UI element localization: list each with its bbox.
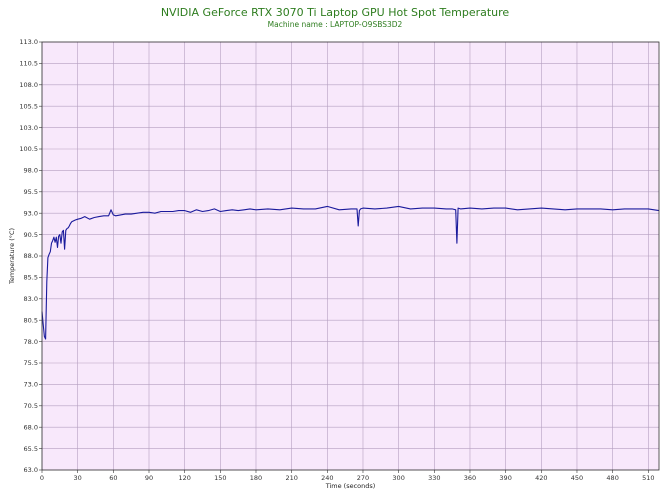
y-tick-label: 98.0 [24,167,38,175]
y-tick-label: 80.5 [24,316,38,324]
x-tick-label: 240 [321,474,333,482]
x-tick-label: 450 [571,474,583,482]
y-tick-label: 73.0 [24,381,38,389]
x-tick-label: 150 [214,474,226,482]
chart-title: NVIDIA GeForce RTX 3070 Ti Laptop GPU Ho… [160,6,510,19]
x-tick-label: 330 [428,474,440,482]
y-tick-label: 68.0 [24,423,38,431]
y-tick-label: 110.5 [19,60,38,68]
y-tick-label: 88.0 [24,252,38,260]
series-layer [41,205,660,340]
y-tick-label: 63.0 [24,466,38,474]
grid [41,41,659,471]
x-tick-label: 270 [357,474,369,482]
chart-subtitle: Machine name : LAPTOP-O9SBS3D2 [267,20,403,29]
plot-border [41,41,660,471]
axis-ticks: 0 30 60 90 120 150 180 210 240 270 300 330 360 390 420… [19,38,654,482]
y-tick-label: 100.5 [19,145,38,153]
x-tick-label: 300 [392,474,404,482]
y-tick-label: 108.0 [19,81,38,89]
x-tick-label: 360 [464,474,476,482]
x-tick-label: 120 [178,474,190,482]
x-tick-label: 420 [535,474,547,482]
y-axis-label: Temperature (°C) [8,228,16,285]
y-tick-label: 75.5 [24,359,38,367]
x-tick-label: 210 [285,474,297,482]
x-tick-label: 90 [145,474,153,482]
y-tick-label: 83.0 [24,295,38,303]
x-tick-label: 0 [40,474,44,482]
y-tick-label: 103.0 [19,124,38,132]
y-tick-label: 90.5 [24,231,38,239]
y-tick-label: 78.0 [24,338,38,346]
y-tick-label: 93.0 [24,209,38,217]
y-tick-label: 85.5 [24,274,38,282]
x-tick-label: 390 [499,474,511,482]
x-tick-label: 60 [109,474,117,482]
y-tick-label: 70.5 [24,402,38,410]
y-tick-label: 65.5 [24,445,38,453]
y-tick-label: 95.5 [24,188,38,196]
y-tick-label: 105.5 [19,102,38,110]
x-tick-label: 180 [250,474,262,482]
temperature-series-line [41,205,660,340]
x-tick-label: 510 [642,474,654,482]
x-axis-label: Time (seconds) [325,482,376,490]
y-tick-label: 113.0 [19,38,38,46]
x-tick-label: 480 [606,474,618,482]
x-tick-label: 30 [74,474,82,482]
